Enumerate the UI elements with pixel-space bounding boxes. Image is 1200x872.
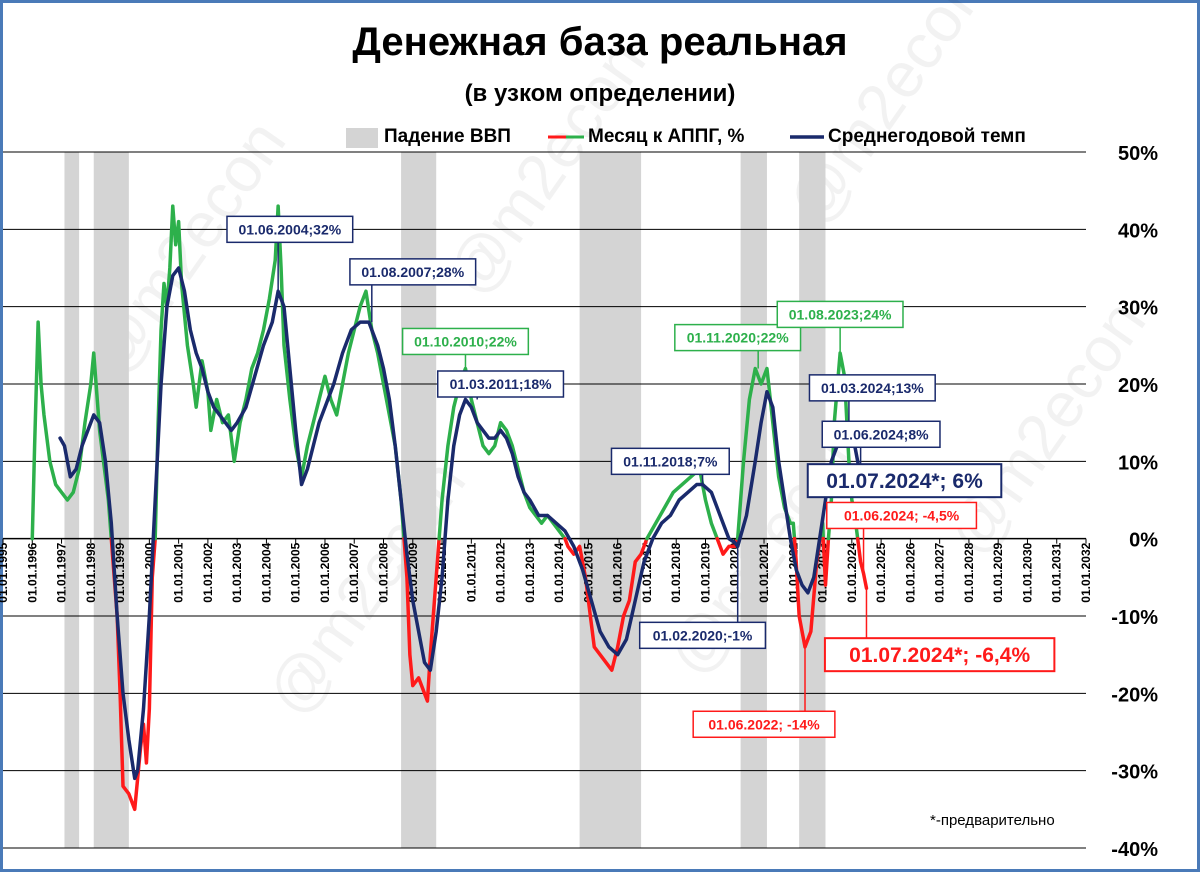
y-tick-label: -40% <box>1111 839 1158 861</box>
legend-recession-label: Падение ВВП <box>384 126 511 147</box>
x-tick-label: 01.01.1997 <box>55 542 69 602</box>
legend-icons <box>346 128 824 148</box>
x-tick-label: 01.01.2009 <box>406 542 420 602</box>
annotations: 01.06.2004;32% 01.08.2007;28% 01.10.2010;2… <box>226 215 1056 739</box>
x-tick-label: 01.01.2032 <box>1079 542 1093 602</box>
x-tick-label: 01.01.2016 <box>611 542 625 602</box>
x-tick-label: 01.01.2031 <box>1050 542 1064 602</box>
y-tick-label: 20% <box>1118 375 1158 397</box>
legend-monthly-label: Месяц к АППГ, % <box>588 126 745 147</box>
x-tick-label: 01.01.2018 <box>669 542 683 602</box>
x-tick-label: 01.01.2026 <box>903 542 917 602</box>
y-axis-labels: 50% 40% 30% 20% 10% 0% -10% -20% -30% -40% <box>1111 143 1158 861</box>
recession-band <box>64 152 80 848</box>
y-tick-label: -30% <box>1111 762 1158 784</box>
x-tick-label: 01.01.2020 <box>728 542 742 602</box>
recession-band <box>401 152 437 848</box>
x-tick-label: 01.01.2027 <box>933 542 947 602</box>
annotation-box <box>808 374 936 402</box>
annotation-label: 01.11.2020;22% <box>687 330 790 346</box>
avg-line <box>58 266 869 781</box>
x-tick-label: 01.01.2030 <box>1020 542 1034 602</box>
x-tick-label: 01.01.2028 <box>962 542 976 602</box>
annotation-label: 01.08.2023;24% <box>789 306 892 322</box>
annotation-label: 01.02.2020;-1% <box>653 627 753 643</box>
annotation-label: 01.06.2004;32% <box>238 221 341 237</box>
y-tick-label: 0% <box>1129 530 1158 552</box>
x-axis-labels: 01.01.1995 01.01.1996 01.01.1997 01.01.1998… <box>0 542 1093 602</box>
annotation-box <box>226 215 354 244</box>
footnote: *-предварительно <box>930 812 1055 829</box>
annotation-box <box>436 370 565 398</box>
annotation-box <box>826 501 978 530</box>
annotation-box <box>776 300 904 329</box>
x-tick-label: 01.01.2002 <box>201 542 215 602</box>
x-tick-label: 01.01.2021 <box>757 542 771 602</box>
chart-title: Денежная база реальная <box>352 20 848 64</box>
legend-recession-swatch <box>346 128 378 148</box>
recession-band <box>799 152 826 848</box>
annotation-label: 01.07.2024*; -6,4% <box>849 644 1030 667</box>
y-tick-label: 40% <box>1118 220 1158 242</box>
recession-band <box>579 152 642 848</box>
recession-band <box>93 152 129 848</box>
x-tick-label: 01.01.1996 <box>25 542 39 602</box>
chart-subtitle: (в узком определении) <box>464 80 736 107</box>
annotation-label: 01.03.2011;18% <box>450 376 553 392</box>
legend-avg-label: Среднегодовой темп <box>828 126 1026 147</box>
x-tick-label: 01.01.2017 <box>640 542 654 602</box>
x-tick-label: 01.01.2005 <box>289 542 303 602</box>
x-tick-label: 01.01.1995 <box>0 542 10 602</box>
annotation-box <box>692 710 836 739</box>
x-tick-label: 01.01.2014 <box>552 542 566 602</box>
annotation-label: 01.11.2018;7% <box>623 453 718 469</box>
x-tick-label: 01.01.2015 <box>581 542 595 602</box>
y-tick-label: 10% <box>1118 452 1158 474</box>
monthly-line-negative <box>821 536 831 587</box>
x-tick-label: 01.01.2029 <box>991 542 1005 602</box>
monthly-line-positive <box>153 204 406 541</box>
x-tick-label: 01.01.2003 <box>230 542 244 602</box>
annotation-label: 01.07.2024*; 6% <box>826 470 983 493</box>
y-tick-label: -20% <box>1111 684 1158 706</box>
annotation-label: 01.06.2024;8% <box>834 426 930 442</box>
annotation-label: 01.03.2024;13% <box>821 380 924 396</box>
x-tick-label: 01.01.2024 <box>845 542 859 602</box>
annotation-label: 01.06.2022; -14% <box>708 716 820 732</box>
monthly-line-positive <box>645 467 719 541</box>
annotation-label: 01.06.2024; -4,5% <box>844 508 960 524</box>
annotation-box <box>821 420 941 449</box>
annotation-box <box>349 258 477 286</box>
x-tick-label: 01.01.2013 <box>523 542 537 602</box>
x-tick-label: 01.01.2004 <box>259 542 273 602</box>
x-tick-label: 01.01.1998 <box>84 542 98 602</box>
annotation-box <box>674 323 802 352</box>
annotation-box <box>401 327 530 356</box>
annotation-label: 01.08.2007;28% <box>361 264 464 280</box>
x-tick-label: 01.01.2008 <box>377 542 391 602</box>
annotation-label: 01.10.2010;22% <box>414 334 517 350</box>
annotation-box <box>823 637 1056 673</box>
x-tick-label: 01.01.2007 <box>347 542 361 602</box>
x-tick-label: 01.01.2019 <box>698 542 712 602</box>
x-tick-label: 01.01.2012 <box>494 542 508 602</box>
x-tick-label: 01.01.2001 <box>172 542 186 602</box>
recession-band <box>740 152 767 848</box>
y-tick-label: -10% <box>1111 607 1158 629</box>
annotation-box <box>638 621 767 650</box>
x-tick-label: 01.01.2011 <box>464 542 478 602</box>
annotation-box <box>806 463 1003 499</box>
y-tick-label: 30% <box>1118 298 1158 320</box>
annotation-box <box>610 447 730 476</box>
x-tick-label: 01.01.2006 <box>318 542 332 602</box>
monthly-line-negative <box>855 536 869 590</box>
x-tick-label: 01.01.2025 <box>874 542 888 602</box>
monthly-line-negative <box>402 536 441 703</box>
y-tick-label: 50% <box>1118 143 1158 165</box>
